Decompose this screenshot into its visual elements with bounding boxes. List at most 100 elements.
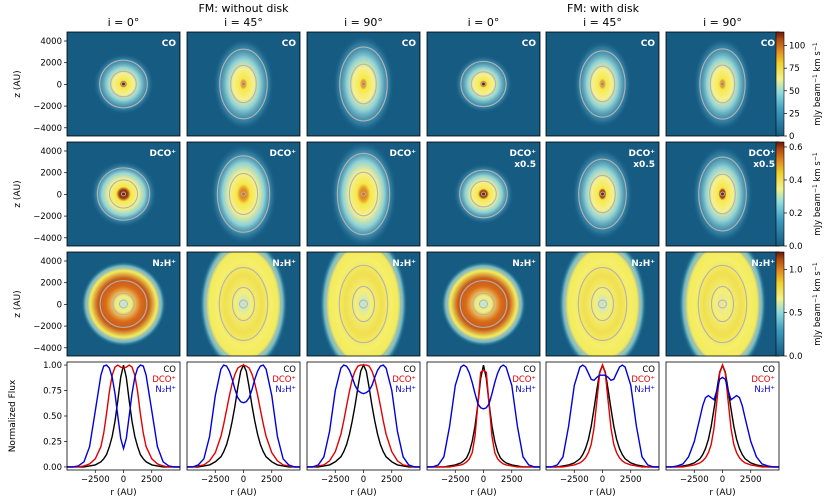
panel-label: N₂H⁺ <box>392 259 416 269</box>
emission-blob <box>199 252 288 356</box>
map-panel: CO 4000 2000 0 −2000 −4000 z (AU) <box>13 31 181 137</box>
map-grid: CO 4000 2000 0 −2000 −4000 z (AU) CO CO CO CO CO DCO… <box>13 31 780 357</box>
profile-line-co <box>427 364 540 468</box>
map-panel: N₂H⁺ 4000 2000 0 −2000 −4000 z (AU) <box>13 251 181 357</box>
contour-line <box>698 156 747 232</box>
map-panel: N₂H⁺ <box>665 251 780 357</box>
emission-blob <box>441 261 526 347</box>
x-axis-label: r (AU) <box>350 488 376 498</box>
legend-entry: DCO⁺ <box>631 375 655 385</box>
panel-frame <box>306 141 421 247</box>
profile-line-n2h <box>67 364 180 468</box>
profile-line-n2h <box>666 376 779 468</box>
panel-frame <box>66 141 181 247</box>
map-panel: DCO⁺ 4000 2000 0 −2000 −4000 z (AU) <box>13 141 181 247</box>
panel-frame <box>186 251 301 357</box>
panel-label: DCO⁺ <box>510 149 537 159</box>
colorbar-tick-label: 75 <box>789 64 800 74</box>
colorbar-scale <box>775 141 785 247</box>
legend-entry: N₂H⁺ <box>155 385 176 395</box>
contour-line <box>230 64 257 104</box>
figure-titles: FM: without disk FM: with disk i = 0° i = 4… <box>108 2 742 29</box>
legend-entry: DCO⁺ <box>512 375 536 385</box>
colorbar-label: mJy beam−1 km s−1 <box>812 42 823 126</box>
contour-line <box>589 65 616 103</box>
legend-entry: DCO⁺ <box>272 375 296 385</box>
map-panel: DCO⁺x0.5 <box>545 141 660 247</box>
emission-blob <box>678 252 767 356</box>
contour-line <box>338 264 389 344</box>
panel-frame <box>306 31 421 137</box>
y-tick-label: −4000 <box>33 344 62 354</box>
contour-line <box>472 292 495 316</box>
panel-label: CO <box>761 39 776 49</box>
panel-frame <box>66 31 181 137</box>
colorbars: 0 25 50 75 100 mJy beam−1 km s−1 0.0 0.2 0.4 0.6 m… <box>775 31 823 362</box>
y-tick-label: −4000 <box>33 234 62 244</box>
y-tick-label: 4000 <box>40 37 62 47</box>
y-tick-label: 0.50 <box>43 412 62 422</box>
contour-line <box>710 285 735 323</box>
colorbar-tick-label: 25 <box>789 109 800 119</box>
profile-background <box>427 362 540 470</box>
contour-line <box>121 191 126 197</box>
contour-line <box>598 299 607 309</box>
contour-line <box>325 252 402 356</box>
contour-line <box>350 63 377 105</box>
panel-label: N₂H⁺ <box>751 259 775 269</box>
profile-line-dco <box>67 364 180 468</box>
profile-background <box>67 362 180 470</box>
map-panel: CO <box>665 31 780 137</box>
legend-entry: CO <box>403 365 416 375</box>
legend-entry: CO <box>283 365 296 375</box>
panel-frame <box>545 141 660 247</box>
contour-line <box>590 286 615 322</box>
map-panel: DCO⁺ <box>306 141 421 247</box>
panel-label: CO <box>282 39 297 49</box>
x-tick-label: 2500 <box>740 475 762 485</box>
colorbar-tick-label: 0.0 <box>789 352 803 362</box>
emission-blob <box>454 55 513 113</box>
contour-line <box>709 173 736 215</box>
emission-blob <box>572 148 633 240</box>
x-axis-label: r (AU) <box>110 488 136 498</box>
contour-line <box>479 299 488 309</box>
contour-line <box>228 172 259 216</box>
contour-line <box>99 59 148 109</box>
y-axis-label: z (AU) <box>13 290 23 317</box>
x-tick-label: 0 <box>720 475 725 485</box>
group-title-without-disk: FM: without disk <box>198 2 289 15</box>
y-tick-label: 0.00 <box>43 463 62 473</box>
colorbar-tick-label: 0.4 <box>789 176 803 186</box>
contour-line <box>121 81 126 87</box>
y-tick-label: −4000 <box>33 124 62 134</box>
contour-line <box>699 48 746 120</box>
legend-entry: CO <box>642 365 655 375</box>
colorbar-tick-label: 50 <box>789 87 800 97</box>
contour-line <box>86 267 161 341</box>
colorbar-label: mJy beam−1 km s−1 <box>812 262 823 346</box>
y-tick-label: 4000 <box>40 147 62 157</box>
column-title: i = 45° <box>224 16 263 29</box>
column-title: i = 45° <box>583 16 622 29</box>
emission-blob <box>81 261 166 347</box>
y-tick-label: 2000 <box>40 279 62 289</box>
contour-line <box>359 299 368 309</box>
contour-line <box>589 174 616 214</box>
y-tick-label: 0 <box>57 190 62 200</box>
map-panel: N₂H⁺ <box>186 251 301 357</box>
contour-line <box>578 158 627 230</box>
contour-line <box>361 81 366 87</box>
contour-line <box>697 264 748 344</box>
contour-line <box>446 267 521 341</box>
colorbar-label: mJy beam−1 km s−1 <box>812 152 823 236</box>
emission-blob <box>693 37 752 131</box>
x-tick-label: 0 <box>481 475 486 485</box>
panel-label: N₂H⁺ <box>152 259 176 269</box>
contour-line <box>459 280 508 328</box>
colorbar: 0.0 0.2 0.4 0.6 mJy beam−1 km s−1 <box>775 141 823 252</box>
